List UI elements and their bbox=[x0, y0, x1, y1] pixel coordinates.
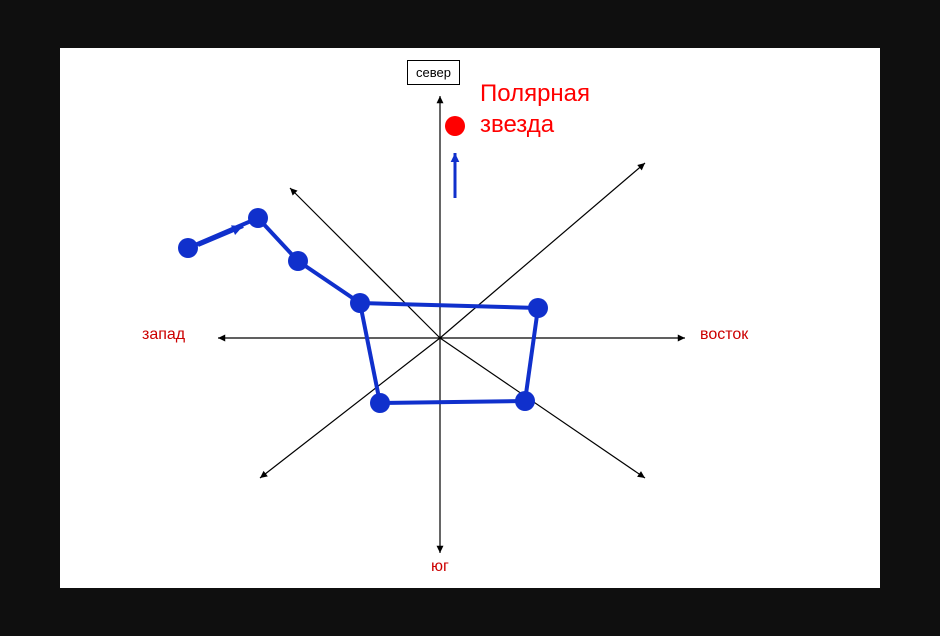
west-label: запад bbox=[142, 326, 185, 344]
compass-axis-2 bbox=[440, 335, 685, 342]
compass-axis-7 bbox=[290, 188, 440, 338]
polaris-arrow bbox=[451, 153, 460, 198]
compass-axis-0 bbox=[437, 96, 444, 338]
compass-axis-6 bbox=[260, 338, 440, 478]
constellation-star-6 bbox=[370, 393, 390, 413]
east-label: восток bbox=[700, 326, 748, 344]
diagram-canvas: север юг запад восток Полярная звезда bbox=[60, 48, 880, 588]
compass-axis-1 bbox=[437, 338, 444, 553]
constellation-star-4 bbox=[528, 298, 548, 318]
compass-axis-5 bbox=[440, 338, 645, 478]
polaris-line1: Полярная bbox=[480, 80, 590, 107]
constellation-star-3 bbox=[350, 293, 370, 313]
compass-axis-3 bbox=[218, 335, 440, 342]
polaris-line2: звезда bbox=[480, 111, 554, 138]
constellation-star-2 bbox=[288, 251, 308, 271]
polaris-label: Полярная звезда bbox=[480, 78, 590, 140]
constellation-star-5 bbox=[515, 391, 535, 411]
diagram-svg bbox=[60, 48, 880, 588]
constellation-star-0 bbox=[178, 238, 198, 258]
north-label-box: север bbox=[407, 60, 460, 85]
constellation-handle-arrow bbox=[198, 225, 243, 245]
south-label: юг bbox=[431, 558, 449, 576]
polaris-star bbox=[445, 116, 465, 136]
constellation-star-1 bbox=[248, 208, 268, 228]
